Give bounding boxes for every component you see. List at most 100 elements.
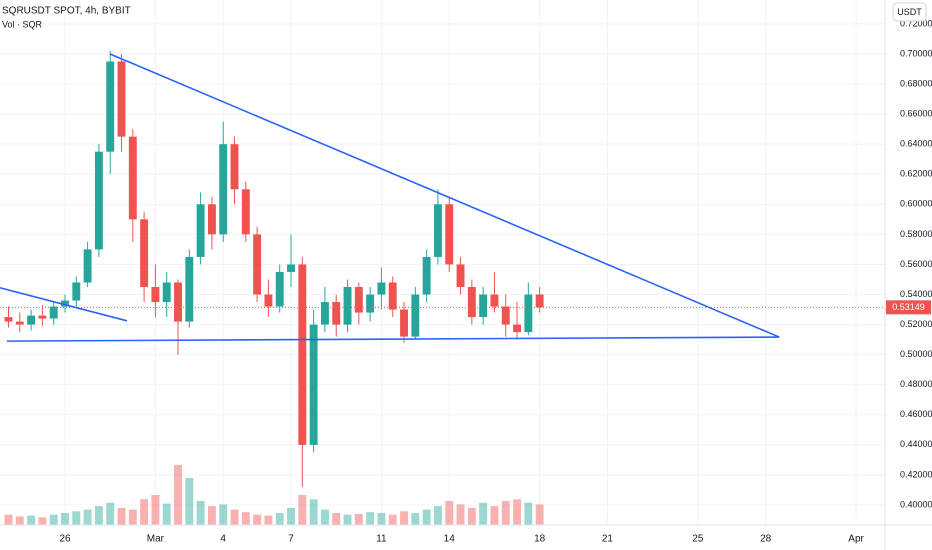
volume-bar xyxy=(4,514,13,525)
volume-bar xyxy=(162,503,171,525)
y-tick-label: 0.62000 xyxy=(900,169,932,179)
candle-body xyxy=(83,249,92,283)
candle-body xyxy=(207,204,216,235)
candle-body xyxy=(196,204,205,257)
candle-body xyxy=(433,204,442,257)
candle-body xyxy=(174,282,182,322)
volume-bar xyxy=(151,495,160,525)
candle-body xyxy=(49,306,58,319)
candle-body xyxy=(106,61,115,152)
currency-label[interactable]: USDT xyxy=(897,7,922,17)
volume-layer xyxy=(4,465,544,525)
volume-bar xyxy=(275,513,284,525)
y-tick-label: 0.42000 xyxy=(900,469,932,479)
candle-body xyxy=(411,294,420,337)
y-tick-label: 0.68000 xyxy=(900,78,932,88)
x-tick-label: 4 xyxy=(220,534,226,545)
currency-button[interactable] xyxy=(892,2,927,22)
y-tick-label: 0.40000 xyxy=(900,499,932,509)
candle-body xyxy=(377,282,386,295)
candle-body xyxy=(320,302,329,325)
candle-body xyxy=(162,282,171,303)
last-price-box xyxy=(886,300,931,315)
candle-body xyxy=(490,294,499,307)
candle-body xyxy=(219,144,228,235)
candle-body xyxy=(366,294,375,313)
grid xyxy=(0,0,885,525)
trendline xyxy=(109,53,780,338)
volume-bar xyxy=(400,511,408,525)
volume-bar xyxy=(174,465,182,525)
volume-bar xyxy=(117,507,126,525)
candle-body xyxy=(4,317,13,322)
y-tick-label: 0.54000 xyxy=(900,289,932,299)
volume-bar xyxy=(388,514,397,525)
volume-bar xyxy=(490,506,499,525)
y-tick-label: 0.52000 xyxy=(900,319,932,329)
y-tick-label: 0.72000 xyxy=(900,18,932,28)
candle-body xyxy=(456,264,465,288)
volume-bar xyxy=(433,506,442,525)
volume-bar xyxy=(230,509,239,525)
volume-bar xyxy=(479,502,488,525)
candle-body xyxy=(185,256,194,322)
x-tick-label: 21 xyxy=(602,534,614,545)
y-tick-label: 0.46000 xyxy=(900,409,932,419)
candle-body xyxy=(253,234,262,295)
candle-body xyxy=(264,294,273,307)
axes-layer: 0.40000 0.42000 0.44000 0.46000 0.48000 0.500… xyxy=(59,18,932,544)
volume-bar xyxy=(456,504,465,525)
trendline xyxy=(6,336,780,342)
candle-body xyxy=(38,315,47,319)
volume-bar xyxy=(411,513,420,525)
volume-bar xyxy=(320,509,329,525)
candle-body xyxy=(27,315,36,325)
x-tick-label: Mar xyxy=(147,534,165,545)
volume-bar xyxy=(264,515,273,525)
candle-body xyxy=(501,306,510,325)
y-tick-label: 0.58000 xyxy=(900,229,932,239)
volume-bar xyxy=(332,513,341,525)
candle-body xyxy=(15,321,24,325)
volume-bar xyxy=(501,501,510,525)
candle-body xyxy=(524,294,533,333)
candle-body xyxy=(467,287,476,318)
x-tick-label: 25 xyxy=(692,534,704,545)
volume-bar xyxy=(524,502,533,525)
candle-body xyxy=(140,219,149,288)
candle-body xyxy=(241,189,250,235)
y-tick-label: 0.60000 xyxy=(900,199,932,209)
x-tick-label: 26 xyxy=(59,534,71,545)
candle-body xyxy=(332,302,341,325)
volume-bar xyxy=(298,495,307,525)
trendline-layer xyxy=(0,53,885,342)
volume-bar xyxy=(27,515,36,525)
volume-bar xyxy=(467,507,476,525)
volume-bar xyxy=(15,516,24,525)
candle-body xyxy=(61,300,69,307)
candle-body xyxy=(343,287,352,325)
candle-layer xyxy=(4,50,544,487)
candle-body xyxy=(513,324,521,333)
volume-bar xyxy=(241,512,250,525)
candle-body xyxy=(479,294,488,318)
y-tick-label: 0.56000 xyxy=(900,259,932,269)
volume-bar xyxy=(72,511,81,525)
volume-bar xyxy=(128,509,137,525)
x-tick-label: 11 xyxy=(376,534,387,545)
volume-bar xyxy=(94,506,103,525)
candle-body xyxy=(230,144,239,190)
volume-bar xyxy=(445,501,454,525)
candle-body xyxy=(400,309,408,337)
volume-bar xyxy=(140,499,149,525)
volume-bar xyxy=(422,509,431,525)
x-tick-label: 7 xyxy=(288,534,294,545)
volume-bar xyxy=(287,507,295,525)
candle-body xyxy=(422,256,431,295)
candle-body xyxy=(354,287,363,313)
y-tick-label: 0.70000 xyxy=(900,48,932,58)
volume-bar xyxy=(61,513,69,525)
trendline xyxy=(0,286,128,322)
candle-body xyxy=(275,271,284,307)
y-tick-label: 0.66000 xyxy=(900,108,932,118)
